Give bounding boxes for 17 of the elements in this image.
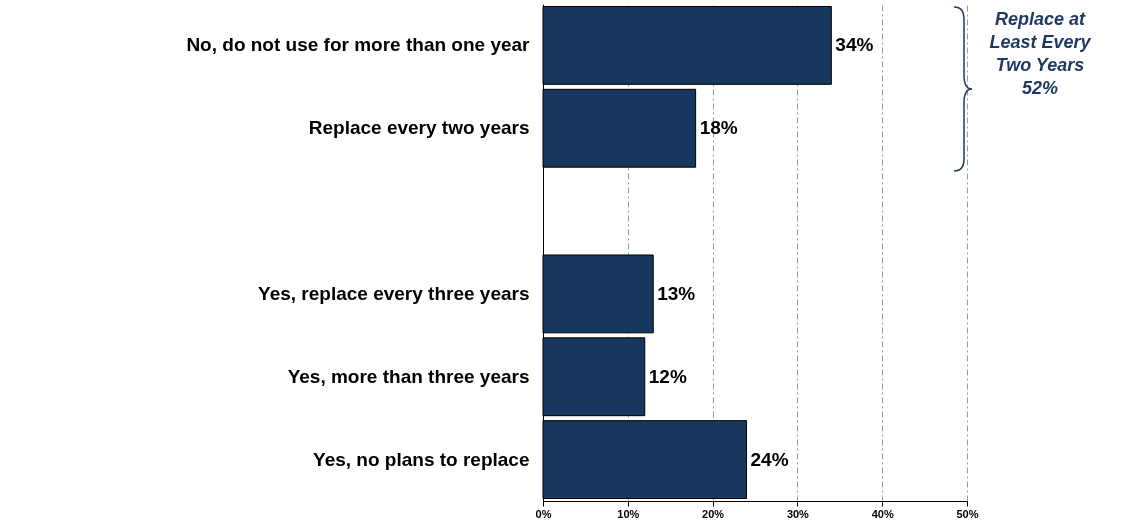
data-label: 12% — [648, 365, 687, 387]
data-label: 24% — [750, 448, 789, 470]
y-tick-label: Yes, more than three years — [287, 365, 530, 387]
x-tick-label: 0% — [535, 507, 552, 520]
x-tick-label: 20% — [702, 507, 725, 520]
data-label: 13% — [657, 282, 696, 304]
x-tick-label: 30% — [786, 507, 810, 520]
y-tick-label: No, do not use for more than one year — [186, 34, 531, 56]
x-tick-label: 10% — [617, 507, 640, 520]
data-label: 34% — [835, 34, 874, 56]
y-tick-label: Yes, replace every three years — [258, 282, 530, 304]
data-label: 18% — [699, 117, 738, 139]
x-tick-label: 50% — [956, 507, 979, 520]
y-tick-label: Yes, no plans to replace — [313, 448, 530, 470]
text: Replace at Least Every Two Years 52% — [988, 8, 1092, 100]
x-tick-label: 40% — [871, 507, 894, 520]
y-tick-label: Replace every two years — [308, 117, 530, 139]
